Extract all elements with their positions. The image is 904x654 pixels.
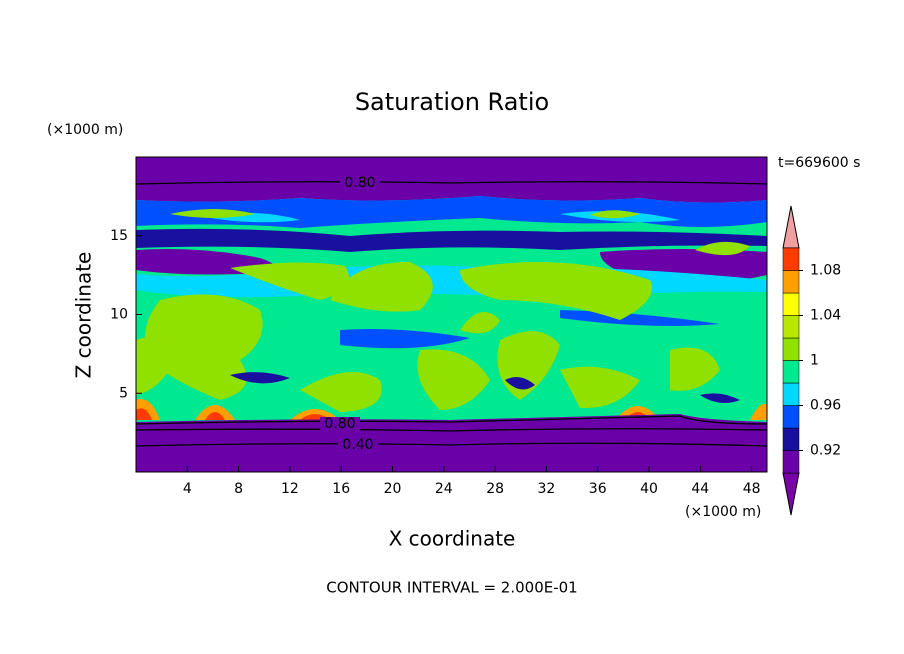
colorbar-tick-label: 0.92 (810, 443, 841, 459)
contour-label-bg (338, 438, 378, 452)
colorbar-extend-low (782, 472, 800, 516)
y-tick-label: 10 (110, 307, 128, 323)
x-axis-label: X coordinate (389, 527, 516, 551)
colorbar-band (782, 315, 800, 339)
contour-label: 0.80 (324, 416, 355, 432)
colorbar-tick-label: 0.96 (810, 398, 841, 414)
x-tick-label: 12 (281, 481, 299, 497)
x-tick-label: 28 (486, 481, 504, 497)
contour-line (135, 415, 768, 425)
colorbar-band (782, 360, 800, 384)
contour-label-bg (320, 417, 360, 431)
x-tick-label: 24 (435, 481, 453, 497)
colorbar-tick-label: 1.04 (810, 308, 841, 324)
contour-line (135, 181, 768, 185)
x-tick-label: 20 (384, 481, 402, 497)
colorbar-band (782, 337, 800, 361)
contour-line (135, 442, 768, 447)
x-tick-label: 32 (537, 481, 555, 497)
colorbar-tick-label: 1 (810, 353, 819, 369)
colorbar-band (782, 450, 800, 474)
chart-title: Saturation Ratio (355, 88, 549, 116)
contour-line (135, 428, 768, 432)
x-tick-label: 8 (234, 481, 243, 497)
x-tick-label: 44 (691, 481, 709, 497)
contour-lines (135, 181, 768, 447)
contour-fill (136, 249, 767, 284)
contour-fill (136, 228, 767, 252)
contour-fill (200, 211, 680, 223)
colorbar-band (782, 292, 800, 316)
x-unit: (×1000 m) (685, 504, 761, 520)
y-axis-label: Z coordinate (72, 252, 96, 379)
contour-fill (340, 310, 720, 349)
colorbar-tick-label: 1.08 (810, 263, 841, 279)
contour-label-bg (340, 176, 380, 190)
y-unit: (×1000 m) (47, 122, 123, 138)
footer: CONTOUR INTERVAL = 2.000E-01 (326, 579, 577, 597)
y-tick-label: 15 (110, 228, 128, 244)
colorbar-band (782, 427, 800, 451)
y-tick-label: 5 (119, 385, 128, 401)
contour-fill (136, 398, 767, 420)
colorbar-band (782, 247, 800, 271)
time-label: t=669600 s (778, 155, 860, 171)
x-tick-label: 40 (640, 481, 658, 497)
contour-field (136, 157, 767, 472)
colorbar-extend-high (782, 205, 800, 249)
x-tick-label: 48 (743, 481, 761, 497)
x-tick-label: 4 (183, 481, 192, 497)
contour-label: 0.40 (342, 437, 373, 453)
contour-fill (136, 209, 750, 412)
x-tick-label: 36 (589, 481, 607, 497)
contour-fill (136, 157, 767, 203)
colorbar-band (782, 270, 800, 294)
colorbar-band (782, 405, 800, 429)
x-tick-label: 16 (332, 481, 350, 497)
colorbar-band (782, 382, 800, 406)
contour-label: 0.80 (344, 175, 375, 191)
